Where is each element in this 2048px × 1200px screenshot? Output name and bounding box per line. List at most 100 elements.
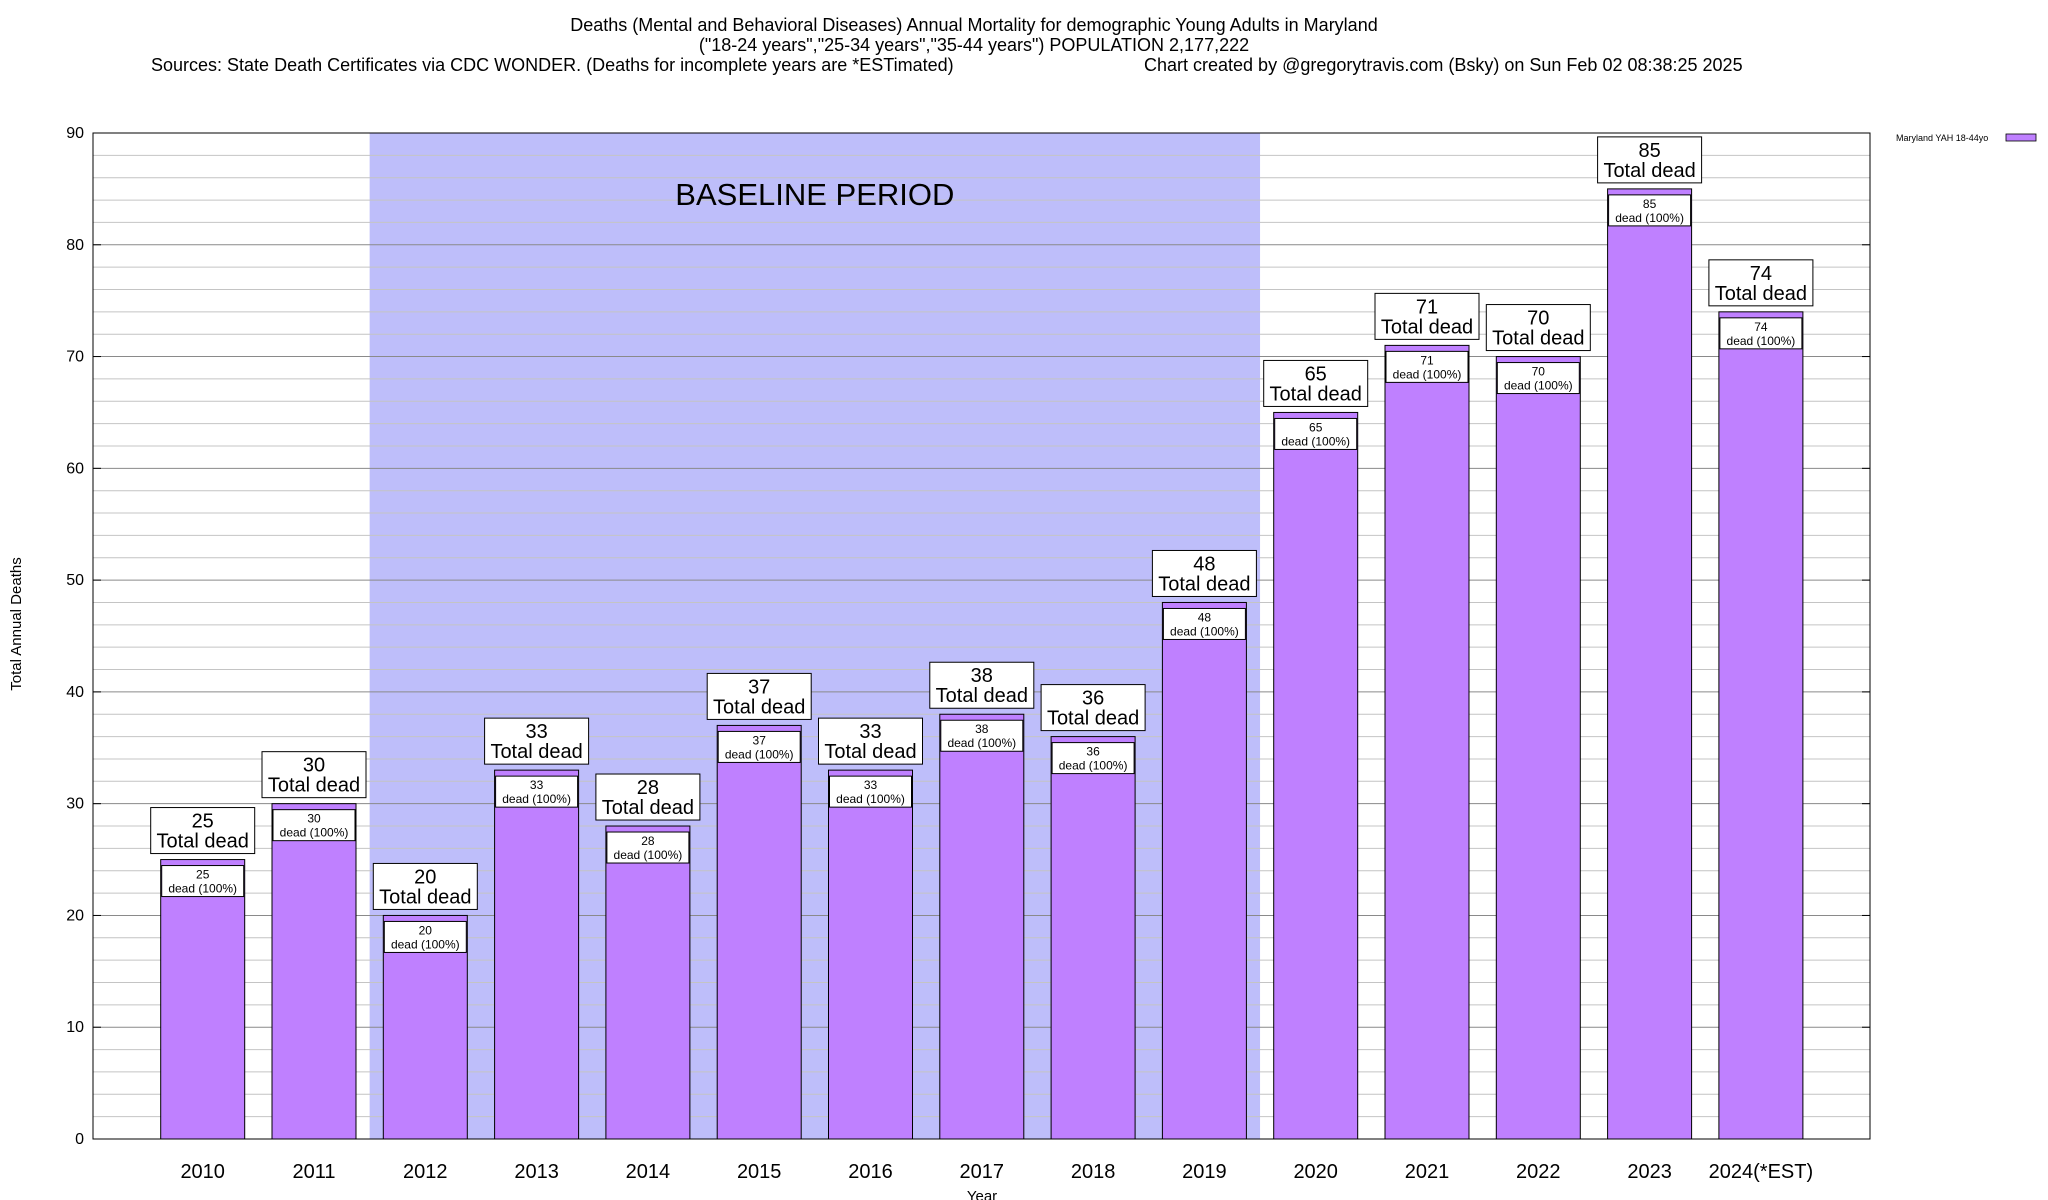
bar-inner-label-box [1719, 317, 1803, 350]
bar-top-total-label: Total dead [1381, 316, 1473, 338]
y-tick-label: 60 [66, 460, 84, 477]
bar-top-label-box [595, 773, 701, 821]
bar-inner-value-label: 70 [1532, 365, 1546, 379]
bar-inner-label-box [161, 865, 245, 898]
bar-top-total-label: Total dead [936, 685, 1028, 707]
bar [160, 859, 246, 1140]
x-tick-label: 2012 [403, 1161, 448, 1183]
bar-top-total-label: Total dead [1603, 160, 1695, 182]
bar [939, 713, 1025, 1140]
y-tick-label: 20 [66, 907, 84, 924]
baseline-period-label: BASELINE PERIOD [675, 177, 954, 212]
bar-top-label-box [1374, 292, 1480, 340]
bar-inner-percent-label: dead (100%) [836, 792, 905, 806]
bar [271, 803, 357, 1140]
bar-top-total-label: Total dead [1158, 573, 1250, 595]
bar-inner-label-box [1608, 194, 1692, 227]
bar-inner-value-label: 36 [1086, 745, 1100, 759]
bar-top-label-box [1597, 136, 1703, 184]
bar-inner-label-box [1496, 362, 1580, 395]
bar-top-label-box [1485, 304, 1591, 352]
bar-inner-percent-label: dead (100%) [168, 882, 237, 896]
x-tick-label: 2016 [848, 1161, 893, 1183]
bar-inner-value-label: 85 [1643, 197, 1657, 211]
chart-source-text: Sources: State Death Certificates via CD… [151, 55, 954, 75]
x-tick-label: 2019 [1182, 1161, 1227, 1183]
bar-top-value-label: 70 [1527, 308, 1549, 330]
x-tick-label: 2015 [737, 1161, 782, 1183]
bar-inner-label-box [940, 719, 1024, 752]
bar [716, 724, 802, 1140]
bar-inner-percent-label: dead (100%) [1504, 379, 1573, 393]
bar-inner-percent-label: dead (100%) [1059, 759, 1128, 773]
plot-frame [92, 132, 1871, 1140]
bar-inner-label-box [606, 831, 690, 864]
x-tick-label: 2020 [1293, 1161, 1338, 1183]
bar-inner-value-label: 37 [753, 733, 767, 747]
bar-top-total-label: Total dead [713, 696, 805, 718]
bar-top-value-label: 33 [525, 721, 547, 743]
x-tick-label: 2013 [514, 1161, 559, 1183]
bar-inner-value-label: 30 [307, 812, 321, 826]
bar-inner-percent-label: dead (100%) [1170, 624, 1239, 638]
bar [1161, 601, 1247, 1140]
bar-inner-percent-label: dead (100%) [391, 937, 460, 951]
bar-top-label-box [1708, 259, 1814, 307]
bar-inner-value-label: 33 [530, 778, 544, 792]
y-tick-label: 30 [66, 796, 84, 813]
y-tick-label: 90 [66, 125, 84, 142]
bar-top-value-label: 25 [192, 811, 214, 833]
x-tick-label: 2022 [1516, 1161, 1561, 1183]
bar-inner-label-box [1274, 417, 1358, 450]
bar [1607, 188, 1693, 1140]
bar-top-value-label: 65 [1305, 363, 1327, 385]
bar-inner-value-label: 38 [975, 722, 989, 736]
bar-inner-value-label: 28 [641, 834, 655, 848]
bar-top-total-label: Total dead [268, 775, 360, 797]
x-tick-label: 2010 [180, 1161, 225, 1183]
bar-top-total-label: Total dead [157, 831, 249, 853]
bar [828, 769, 913, 1140]
bar-top-value-label: 85 [1638, 140, 1660, 162]
bar-inner-percent-label: dead (100%) [725, 747, 794, 761]
bar-inner-value-label: 65 [1309, 420, 1323, 434]
bar-inner-percent-label: dead (100%) [502, 792, 571, 806]
y-tick-label: 10 [66, 1019, 84, 1036]
bar-top-value-label: 30 [303, 755, 325, 777]
bar-inner-value-label: 33 [864, 778, 878, 792]
bar [1050, 736, 1136, 1140]
bar-top-value-label: 71 [1416, 296, 1438, 318]
bar-inner-label-box [272, 809, 356, 842]
bar-top-label-box [929, 661, 1035, 709]
y-axis-title: Total Annual Deaths [8, 557, 25, 690]
bar-inner-label-box [495, 775, 579, 808]
bar-top-label-box [818, 717, 923, 765]
bar-top-total-label: Total dead [379, 886, 471, 908]
bar-top-total-label: Total dead [1715, 283, 1807, 305]
bar-top-label-box [1151, 549, 1257, 597]
bar-inner-percent-label: dead (100%) [947, 736, 1016, 750]
bar-inner-percent-label: dead (100%) [1727, 334, 1796, 348]
bar-top-value-label: 37 [748, 676, 770, 698]
bar-inner-label-box [1051, 742, 1135, 775]
bar-inner-percent-label: dead (100%) [1615, 211, 1684, 225]
bar [494, 769, 580, 1140]
legend: Maryland YAH 18-44yo [1896, 133, 2037, 143]
x-tick-label: 2021 [1405, 1161, 1450, 1183]
bar-top-label-box [484, 717, 590, 765]
bar-top-total-label: Total dead [1492, 328, 1584, 350]
bar-inner-value-label: 71 [1420, 353, 1434, 367]
bar-inner-percent-label: dead (100%) [614, 848, 683, 862]
bar-inner-percent-label: dead (100%) [1393, 367, 1462, 381]
x-tick-label: 2024(*EST) [1709, 1161, 1814, 1183]
bar-inner-value-label: 25 [196, 868, 210, 882]
